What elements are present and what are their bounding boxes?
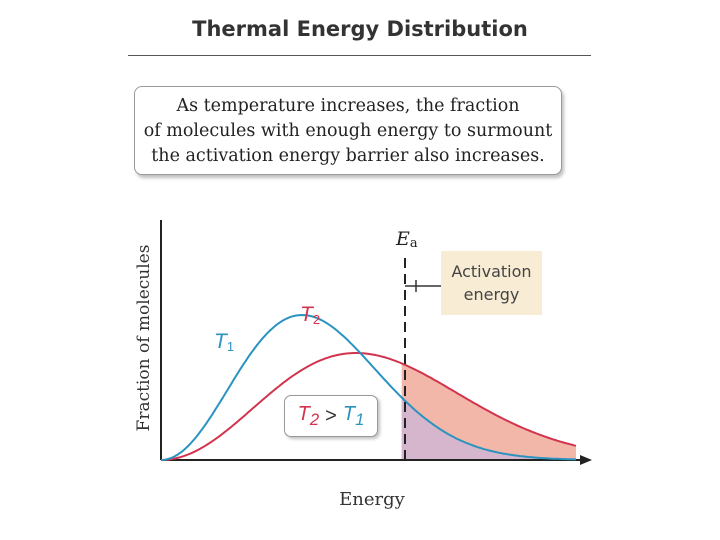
- activation-box-line-1: Activation: [451, 262, 532, 281]
- x-axis-label: Energy: [339, 489, 405, 510]
- y-axis-label: Fraction of molecules: [134, 244, 154, 432]
- activation-energy-label: Ea: [396, 228, 418, 251]
- t2-label: T2: [300, 303, 321, 327]
- t2-curve: [161, 352, 577, 461]
- x-axis-arrow: [580, 455, 592, 465]
- comparison-operator: >: [325, 404, 337, 427]
- explanation-callout: As temperature increases, the fraction o…: [134, 86, 562, 175]
- comparison-left: T2: [297, 402, 320, 429]
- t1-label: T1: [214, 330, 235, 354]
- t1-tail-area: [401, 397, 576, 460]
- page-title: Thermal Energy Distribution: [192, 17, 528, 41]
- temperature-comparison-box: T2 > T1: [284, 395, 378, 437]
- title-divider: [128, 55, 591, 56]
- comparison-right: T1: [342, 402, 365, 429]
- activation-box-line-2: energy: [463, 285, 520, 304]
- callout-line-1: As temperature increases, the fraction: [176, 96, 520, 116]
- callout-line-2: of molecules with enough energy to surmo…: [143, 121, 553, 141]
- t1-curve: [160, 313, 576, 461]
- activation-energy-box: Activation energy: [441, 251, 542, 315]
- callout-line-3: the activation energy barrier also incre…: [151, 146, 545, 166]
